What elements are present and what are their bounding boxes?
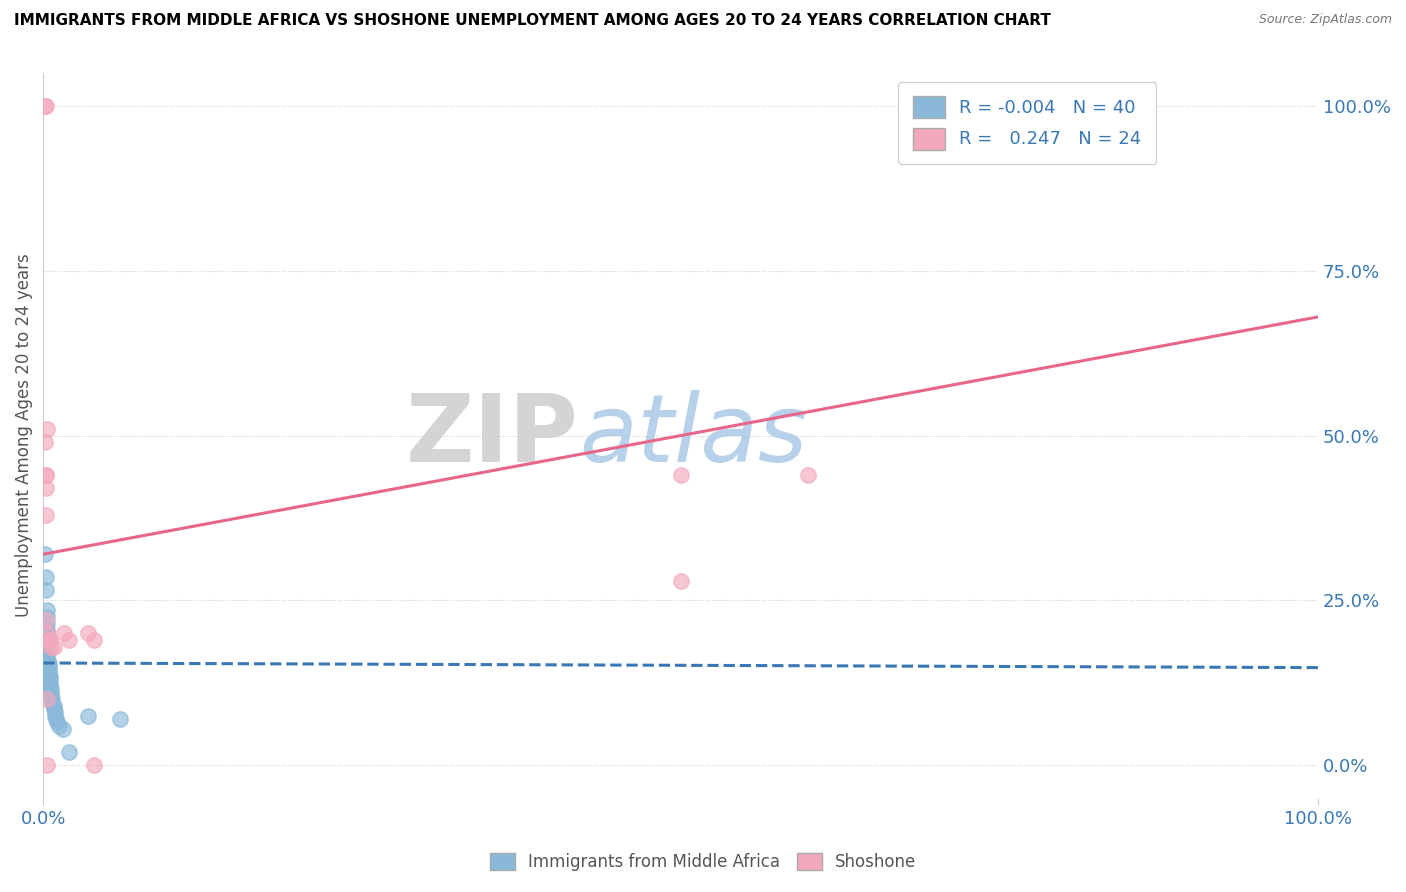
Text: ZIP: ZIP xyxy=(406,390,579,482)
Point xyxy=(35,570,58,584)
Point xyxy=(38,632,60,647)
Point xyxy=(37,649,59,664)
Point xyxy=(83,758,105,772)
Point xyxy=(37,626,59,640)
Point xyxy=(44,706,66,720)
Text: atlas: atlas xyxy=(579,390,807,481)
Point xyxy=(35,468,58,483)
Point xyxy=(52,626,75,640)
Point xyxy=(34,99,56,113)
Legend: R = -0.004   N = 40, R =   0.247   N = 24: R = -0.004 N = 40, R = 0.247 N = 24 xyxy=(898,82,1156,164)
Point xyxy=(37,653,59,667)
Point xyxy=(34,547,56,561)
Point xyxy=(37,642,59,657)
Point xyxy=(35,99,58,113)
Point xyxy=(38,632,60,647)
Point xyxy=(37,616,59,631)
Point xyxy=(35,468,58,483)
Point xyxy=(83,632,105,647)
Point xyxy=(35,508,58,522)
Point xyxy=(46,715,69,730)
Point xyxy=(37,626,59,640)
Point xyxy=(42,640,65,654)
Text: Source: ZipAtlas.com: Source: ZipAtlas.com xyxy=(1258,13,1392,27)
Point xyxy=(38,663,60,677)
Point xyxy=(41,692,63,706)
Point xyxy=(41,696,63,710)
Point xyxy=(108,712,131,726)
Point xyxy=(35,613,58,627)
Point xyxy=(38,656,60,670)
Point xyxy=(669,468,692,483)
Point xyxy=(39,682,62,697)
Point xyxy=(58,632,80,647)
Point xyxy=(37,623,59,637)
Point xyxy=(38,659,60,673)
Point xyxy=(42,702,65,716)
Point xyxy=(669,574,692,588)
Point xyxy=(37,422,59,436)
Point xyxy=(38,669,60,683)
Point xyxy=(48,718,70,732)
Y-axis label: Unemployment Among Ages 20 to 24 years: Unemployment Among Ages 20 to 24 years xyxy=(15,253,32,617)
Point xyxy=(38,679,60,693)
Point xyxy=(37,603,59,617)
Point xyxy=(35,583,58,598)
Point xyxy=(797,468,820,483)
Point xyxy=(45,712,67,726)
Point xyxy=(58,745,80,759)
Point xyxy=(37,632,59,647)
Point xyxy=(38,673,60,687)
Point xyxy=(51,722,73,736)
Text: IMMIGRANTS FROM MIDDLE AFRICA VS SHOSHONE UNEMPLOYMENT AMONG AGES 20 TO 24 YEARS: IMMIGRANTS FROM MIDDLE AFRICA VS SHOSHON… xyxy=(14,13,1050,29)
Point xyxy=(77,626,100,640)
Point xyxy=(37,636,59,650)
Point xyxy=(39,686,62,700)
Point xyxy=(37,610,59,624)
Point xyxy=(39,640,62,654)
Legend: Immigrants from Middle Africa, Shoshone: Immigrants from Middle Africa, Shoshone xyxy=(481,845,925,880)
Point xyxy=(39,689,62,703)
Point xyxy=(37,692,59,706)
Point xyxy=(77,708,100,723)
Point xyxy=(44,708,66,723)
Point xyxy=(38,675,60,690)
Point xyxy=(35,481,58,495)
Point xyxy=(37,630,59,644)
Point xyxy=(37,646,59,660)
Point xyxy=(34,435,56,450)
Point xyxy=(37,758,59,772)
Point xyxy=(37,640,59,654)
Point xyxy=(38,665,60,680)
Point xyxy=(42,698,65,713)
